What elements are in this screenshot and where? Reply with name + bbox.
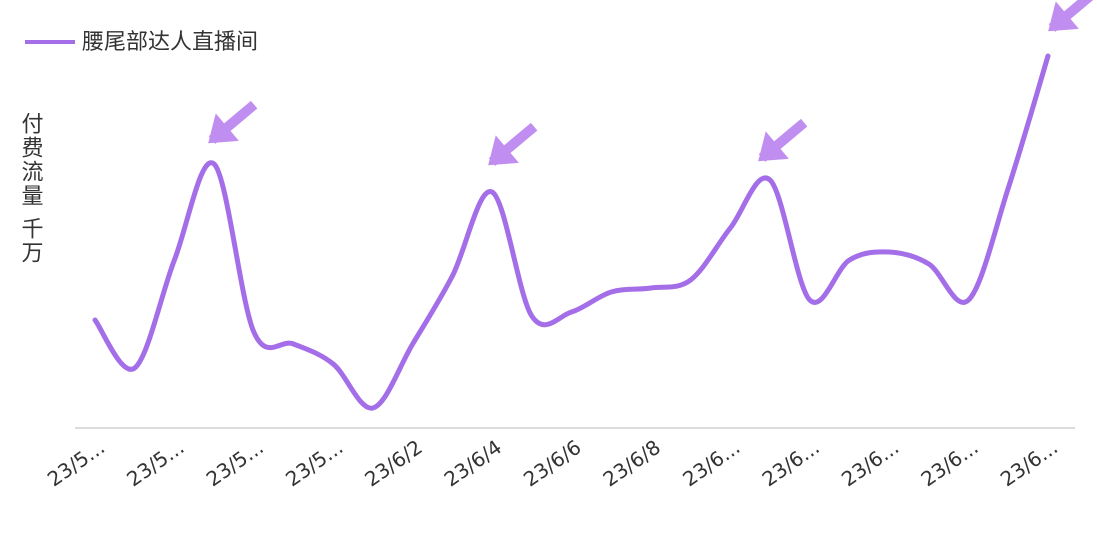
y-axis-label: 付费流量 千万	[18, 112, 44, 265]
x-tick-label: 23/6/6	[519, 435, 585, 492]
x-tick-label: 23/5...	[281, 435, 347, 491]
arrow	[1048, 0, 1097, 32]
line	[92, 53, 1051, 411]
x-tick-label: 23/5...	[43, 435, 109, 491]
arrow	[758, 118, 808, 162]
x-tick-label: 23/5...	[202, 435, 268, 491]
legend-label: 腰尾部达人直播间	[82, 30, 258, 55]
x-tick-label: 23/5...	[122, 435, 188, 491]
x-tick-label: 23/6...	[758, 435, 824, 491]
arrow	[488, 122, 538, 166]
x-tick-label: 23/6/8	[598, 435, 664, 492]
x-tick-label: 23/6...	[837, 435, 903, 491]
arrows	[208, 0, 1097, 166]
x-tick-label: 23/6/4	[440, 435, 506, 492]
arrow	[208, 100, 258, 144]
x-tick-label: 23/6/2	[360, 435, 426, 492]
x-tick-label: 23/6...	[678, 435, 744, 491]
x-tick-label: 23/6...	[996, 435, 1062, 491]
x-tick-label: 23/6...	[916, 435, 982, 491]
